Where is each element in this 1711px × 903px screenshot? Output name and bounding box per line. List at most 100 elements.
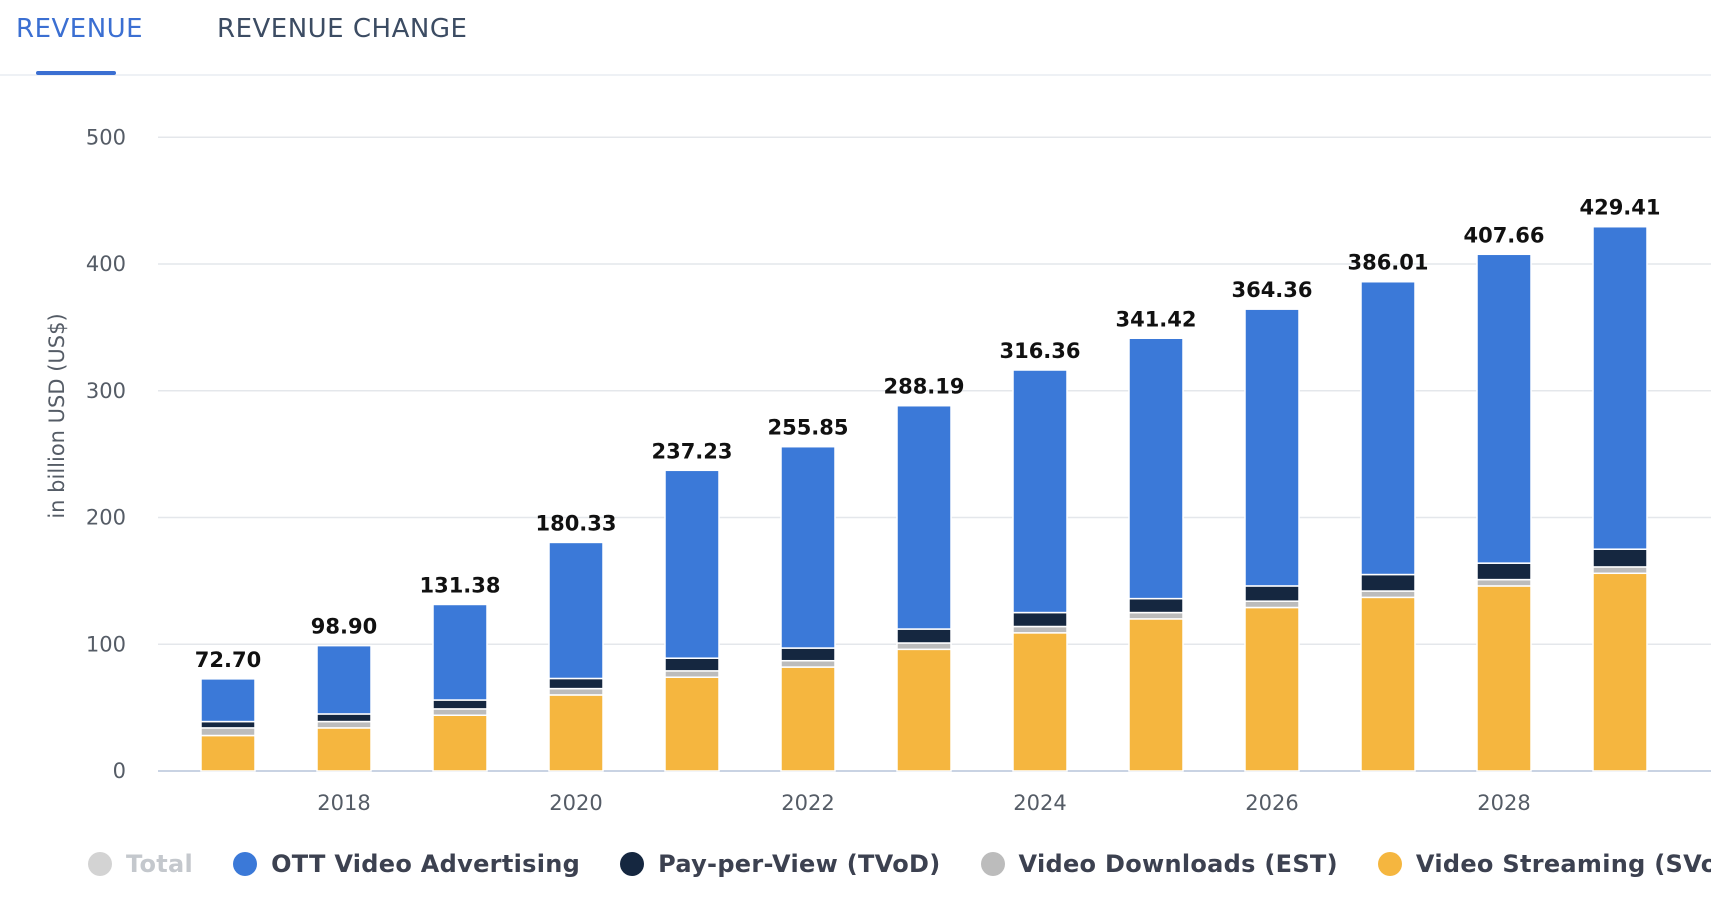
bar-stack-2017[interactable] (200, 678, 256, 772)
bar-segment[interactable] (1128, 618, 1184, 772)
total-data-label: 407.66 (1463, 223, 1544, 247)
bar-segment[interactable] (432, 603, 488, 701)
bar-segment[interactable] (1128, 337, 1184, 600)
bar-segment[interactable] (1012, 611, 1068, 628)
bar-segment[interactable] (200, 678, 256, 723)
chart-legend: Total OTT Video Advertising Pay-per-View… (88, 848, 1711, 880)
bar-segment[interactable] (1592, 566, 1648, 575)
bar-segment[interactable] (432, 699, 488, 710)
legend-label: Pay-per-View (TVoD) (658, 850, 941, 878)
y-tick-label: 500 (86, 125, 126, 149)
bar-segment[interactable] (1012, 625, 1068, 634)
bar-segment[interactable] (1244, 600, 1300, 609)
x-tick-label: 2026 (1245, 791, 1298, 815)
bar-segment[interactable] (780, 647, 836, 662)
bar-segment[interactable] (1476, 585, 1532, 772)
y-tick-label: 100 (86, 632, 126, 656)
total-data-label: 386.01 (1347, 251, 1428, 275)
bar-segment[interactable] (1244, 606, 1300, 772)
bar-segment[interactable] (896, 404, 952, 630)
bar-segment[interactable] (548, 687, 604, 696)
total-data-label: 72.70 (195, 648, 261, 672)
bar-stack-2019[interactable] (432, 603, 488, 772)
bar-stack-2022[interactable] (780, 445, 836, 772)
tab-revenue[interactable]: REVENUE (16, 14, 144, 44)
bar-segment[interactable] (1012, 369, 1068, 614)
bar-segment[interactable] (200, 727, 256, 737)
bar-segment[interactable] (1476, 253, 1532, 564)
tab-revenue-change[interactable]: REVENUE CHANGE (217, 14, 468, 44)
bar-stack-2027[interactable] (1360, 280, 1416, 772)
bar-segment[interactable] (316, 727, 372, 772)
x-tick-label: 2020 (549, 791, 602, 815)
bar-segment[interactable] (316, 720, 372, 729)
legend-label: Video Downloads (EST) (1018, 850, 1338, 878)
bar-segment[interactable] (1128, 597, 1184, 614)
bar-segment[interactable] (896, 628, 952, 644)
bar-segment[interactable] (780, 659, 836, 668)
bar-segment[interactable] (548, 541, 604, 680)
bar-stack-2029[interactable] (1592, 225, 1648, 772)
bar-segment[interactable] (1244, 308, 1300, 587)
bar-segment[interactable] (1592, 572, 1648, 772)
bar-stack-2018[interactable] (316, 644, 372, 772)
y-tick-label: 300 (86, 379, 126, 403)
y-axis-ticks: 0 100 200 300 400 500 (86, 125, 126, 783)
bar-stack-2028[interactable] (1476, 253, 1532, 772)
bar-segment[interactable] (1592, 548, 1648, 568)
bar-segment[interactable] (316, 713, 372, 723)
revenue-stacked-bar-chart: 0 100 200 300 400 500 72.70 98.90 131.38 180.33 2… (45, 125, 1711, 815)
bar-stack-2020[interactable] (548, 541, 604, 772)
bar-segment[interactable] (780, 666, 836, 772)
bar-segment[interactable] (1360, 590, 1416, 599)
bar-segment[interactable] (896, 648, 952, 772)
legend-item-video-streaming[interactable]: Video Streaming (SVoD) (1377, 850, 1711, 878)
bar-segment[interactable] (1012, 632, 1068, 772)
legend-est-dot-icon (980, 852, 1005, 876)
bar-segment[interactable] (1244, 585, 1300, 602)
bar-segment[interactable] (548, 694, 604, 772)
total-data-label: 180.33 (535, 511, 616, 535)
bar-segment[interactable] (1360, 596, 1416, 772)
bar-segment[interactable] (664, 469, 720, 659)
total-data-label: 429.41 (1579, 196, 1660, 220)
bar-segment[interactable] (432, 714, 488, 772)
y-axis-title: in billion USD (US$) (45, 313, 69, 518)
legend-item-pay-per-view[interactable]: Pay-per-View (TVoD) (620, 850, 940, 878)
legend-advertising-dot-icon (233, 852, 258, 876)
legend-label: OTT Video Advertising (271, 850, 581, 878)
bar-segment[interactable] (1476, 578, 1532, 587)
legend-item-ott-video-advertising[interactable]: OTT Video Advertising (233, 850, 580, 878)
legend-item-total[interactable]: Total (88, 850, 193, 878)
bar-stack-2025[interactable] (1128, 337, 1184, 772)
bar-segment[interactable] (316, 644, 372, 715)
bar-segment[interactable] (1128, 611, 1184, 620)
legend-item-video-downloads[interactable]: Video Downloads (EST) (980, 850, 1338, 878)
x-tick-label: 2028 (1477, 791, 1530, 815)
total-data-label: 288.19 (883, 375, 964, 399)
bar-stack-2023[interactable] (896, 404, 952, 772)
legend-svod-dot-icon (1377, 852, 1402, 876)
y-tick-label: 200 (86, 506, 126, 530)
bar-segment[interactable] (664, 676, 720, 772)
bar-segment[interactable] (548, 677, 604, 690)
bar-segment[interactable] (1360, 573, 1416, 592)
x-axis-ticks: 2018 2020 2022 2024 2026 2028 (317, 791, 1530, 815)
legend-total-dot-icon (88, 852, 112, 876)
x-tick-label: 2024 (1013, 791, 1066, 815)
bar-segment[interactable] (1476, 562, 1532, 581)
bar-segment[interactable] (896, 642, 952, 651)
bar-segment[interactable] (664, 670, 720, 678)
bar-stack-2026[interactable] (1244, 308, 1300, 772)
bar-segment[interactable] (432, 708, 488, 716)
bar-segment[interactable] (200, 734, 256, 772)
total-data-label: 98.90 (311, 615, 377, 639)
bar-stack-2024[interactable] (1012, 369, 1068, 772)
bar-segment[interactable] (780, 445, 836, 649)
bar-segment[interactable] (1360, 280, 1416, 576)
legend-label: Total (126, 850, 194, 878)
bar-segment[interactable] (1592, 225, 1648, 550)
bar-segment[interactable] (200, 720, 256, 729)
bar-segment[interactable] (664, 657, 720, 672)
bar-stack-2021[interactable] (664, 469, 720, 772)
